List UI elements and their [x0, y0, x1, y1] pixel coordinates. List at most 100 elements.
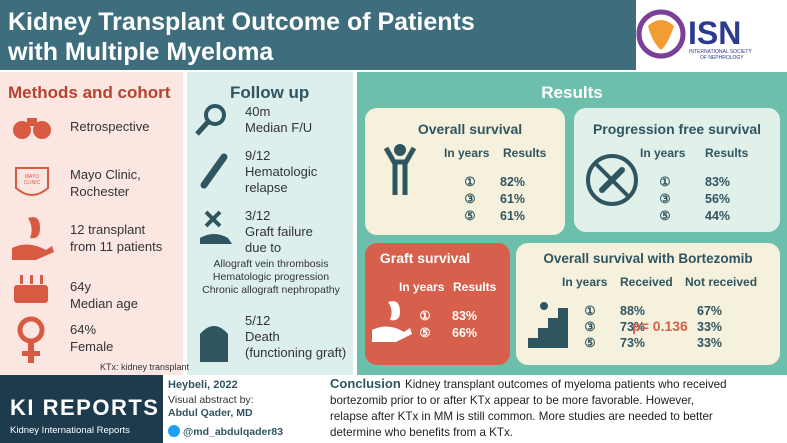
- item-text: 64%: [70, 322, 96, 337]
- column-header: In years: [444, 146, 490, 160]
- person-icon: [383, 146, 417, 195]
- item-text: Retrospective: [70, 119, 149, 134]
- item-text: Rochester: [70, 184, 130, 199]
- item-text: Death: [245, 329, 280, 344]
- column-header: Received: [620, 275, 673, 289]
- stairs-icon: [528, 308, 568, 348]
- item-text: from 11 patients: [70, 239, 163, 254]
- cell: 56%: [705, 192, 730, 206]
- hand-icon: [200, 234, 232, 244]
- column-header: In years: [640, 146, 686, 160]
- magnifier-icon: [204, 104, 226, 126]
- item-text: Graft failure: [245, 224, 313, 239]
- twitter-icon: [168, 425, 180, 437]
- cell: ③: [584, 320, 595, 334]
- cause: Allograft vein thrombosis: [214, 258, 329, 270]
- cell: 61%: [500, 209, 525, 223]
- cell: 88%: [620, 304, 645, 318]
- item-text: Female: [70, 339, 113, 354]
- footnote: KTx: kidney transplant: [100, 362, 190, 372]
- binocular-icon: [27, 118, 37, 126]
- cell: 73%: [620, 336, 645, 350]
- cell: 82%: [500, 175, 525, 189]
- conclusion-label: Conclusion: [330, 376, 401, 391]
- cell: ①: [659, 175, 670, 189]
- candle-icon: [20, 275, 23, 284]
- item-text: (functioning graft): [245, 345, 346, 360]
- card-title: Graft survival: [380, 250, 470, 266]
- bone-icon: [200, 153, 228, 189]
- mayo-shield-icon: [15, 167, 49, 196]
- conclusion-text: Kidney transplant outcomes of myeloma pa…: [405, 378, 727, 391]
- kidney-icon: [28, 217, 40, 239]
- bone-icon: [599, 167, 625, 193]
- os-card: [365, 108, 565, 235]
- cell: ⑤: [659, 209, 670, 223]
- person-icon: [394, 144, 406, 156]
- item-text: 5/12: [245, 313, 270, 328]
- p-value: p= 0.136: [632, 318, 688, 334]
- cell: 61%: [500, 192, 525, 206]
- section-title: Methods and cohort: [8, 83, 171, 102]
- climber-icon: [540, 302, 548, 310]
- card-title: Overall survival with Bortezomib: [543, 251, 752, 266]
- cell: ⑤: [419, 326, 430, 340]
- mayo-logo-text: MAYO: [25, 174, 39, 180]
- cell: 83%: [705, 175, 730, 189]
- logo-ring: [636, 9, 686, 59]
- item-text: 64y: [70, 279, 91, 294]
- female-icon: [22, 351, 40, 356]
- cell: ①: [464, 175, 475, 189]
- citation: Heybeli, 2022: [168, 379, 238, 391]
- graft-failure-icon: [204, 210, 222, 228]
- cake-icon: [14, 285, 48, 303]
- item-text: 40m: [245, 104, 270, 119]
- tombstone-icon: [200, 326, 228, 362]
- conclusion-text: bortezomib prior to or after KTx appear …: [330, 394, 694, 407]
- cell: 66%: [452, 326, 477, 340]
- journal-name: KI REPORTS: [10, 395, 159, 420]
- item-text: relapse: [245, 180, 288, 195]
- cell: 83%: [452, 309, 477, 323]
- author: Abdul Qader, MD: [168, 407, 253, 419]
- card-title: Overall survival: [418, 121, 522, 137]
- item-text: Median age: [70, 296, 138, 311]
- column-header: In years: [562, 275, 608, 289]
- item-text: 9/12: [245, 148, 270, 163]
- results-icons: [168, 144, 638, 437]
- item-text: 12 transplant: [70, 222, 146, 237]
- hand-icon: [12, 244, 54, 260]
- conclusion-text: relapse after KTx in MM is still common.…: [330, 410, 713, 423]
- item-text: due to: [245, 240, 281, 255]
- cell: 33%: [697, 336, 722, 350]
- binocular-icon: [33, 121, 51, 139]
- title: Kidney Transplant Outcome of Patients: [8, 8, 475, 36]
- kidney-icon: [388, 301, 400, 321]
- item-text: Median F/U: [245, 120, 312, 135]
- cell: 67%: [697, 304, 722, 318]
- follow-up-icons: [195, 104, 232, 362]
- cell: ①: [584, 304, 595, 318]
- column-header: In years: [399, 280, 445, 294]
- cell: 73%: [620, 320, 645, 334]
- column-header: Not received: [685, 275, 757, 289]
- column-header: Results: [453, 280, 497, 294]
- binocular-icon: [13, 121, 31, 139]
- candle-icon: [40, 275, 43, 284]
- hand-icon: [372, 326, 412, 342]
- methods-icons: [12, 118, 54, 363]
- column-header: Results: [503, 146, 547, 160]
- section-title: Follow up: [230, 83, 309, 102]
- cause: Hematologic progression: [213, 271, 329, 283]
- cell: ⑤: [464, 209, 475, 223]
- logo-acronym: ISN: [688, 15, 741, 51]
- bortezomib-card: [516, 243, 780, 365]
- cell: ③: [659, 192, 670, 206]
- logo-name: OF NEPHROLOGY: [700, 55, 744, 61]
- candle-icon: [30, 275, 33, 284]
- logo-name: INTERNATIONAL SOCIETY: [689, 49, 752, 55]
- journal-subtitle: Kidney International Reports: [10, 425, 130, 436]
- prohibited-icon: [586, 154, 638, 206]
